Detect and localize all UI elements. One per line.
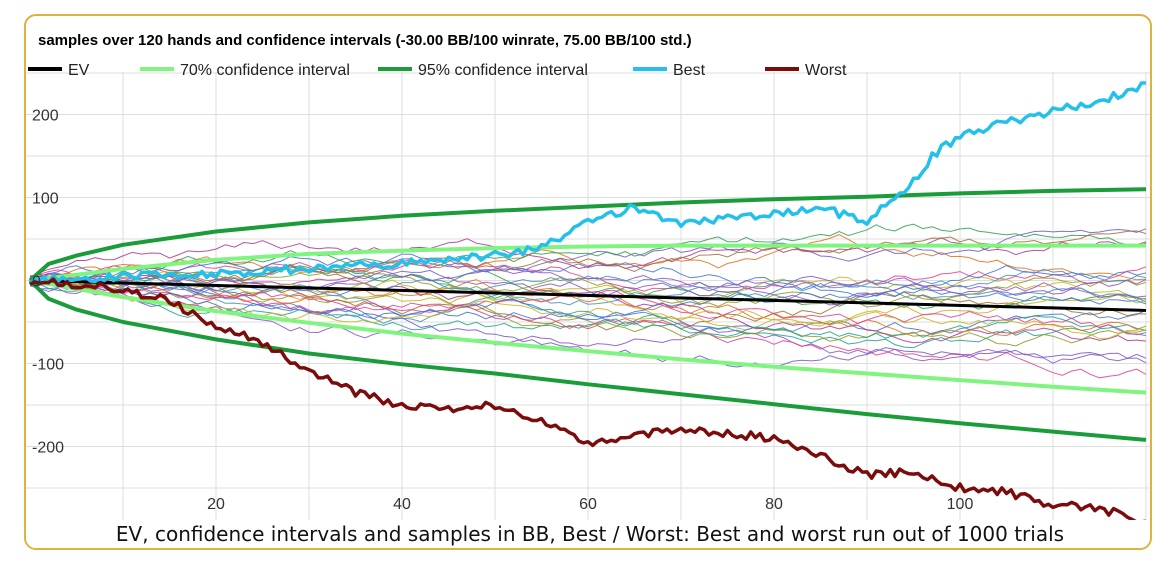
y-tick-label: 0 (32, 274, 41, 291)
sample-path (29, 277, 1147, 340)
x-tick-label: 100 (947, 496, 974, 513)
series-line-ev (29, 279, 1147, 312)
sample-path (29, 265, 1147, 339)
sample-path (29, 223, 1147, 283)
series-line-95-confidence-interval (28, 187, 1147, 282)
series-lines (28, 81, 1147, 524)
sample-path (29, 277, 1147, 324)
sample-path (29, 259, 1147, 292)
series-line-worst (29, 277, 1147, 524)
legend-label: EV (68, 62, 90, 79)
chart-frame: 20 40 60 80 100 200 100 0 -100 -200 samples over … (24, 14, 1152, 550)
sample-path (29, 267, 1147, 331)
grid (26, 72, 1150, 520)
y-tick-label: -200 (32, 440, 64, 457)
chart-svg: 20 40 60 80 100 200 100 0 -100 -200 samples over … (26, 32, 1150, 548)
tick-labels: 20 40 60 80 100 200 100 0 -100 -200 (32, 108, 973, 514)
y-tick-label: 100 (32, 191, 59, 208)
x-tick-label: 60 (579, 496, 597, 513)
legend-label: 95% confidence interval (418, 62, 588, 79)
y-tick-label: 200 (32, 108, 59, 125)
sample-path (29, 230, 1147, 290)
x-tick-label: 80 (765, 496, 783, 513)
x-tick-label: 40 (393, 496, 411, 513)
sample-paths (29, 223, 1147, 379)
series-line-95-confidence-interval (28, 279, 1147, 442)
chart-caption: EV, confidence intervals and samples in … (116, 522, 1064, 546)
sample-path (29, 269, 1147, 379)
sample-path (29, 237, 1147, 278)
caption-background (26, 520, 1150, 548)
series-line-70-confidence-interval (29, 278, 1147, 395)
y-tick-label: -100 (32, 357, 64, 374)
legend-label: Worst (805, 62, 847, 79)
legend: EV 70% confidence interval 95% confidence … (28, 62, 847, 79)
series-line-best (28, 81, 1146, 286)
x-tick-label: 20 (207, 496, 225, 513)
sample-path (29, 278, 1147, 335)
chart-title: samples over 120 hands and confidence in… (38, 32, 692, 49)
sample-path (29, 279, 1147, 337)
legend-label: 70% confidence interval (180, 62, 350, 79)
sample-path (29, 270, 1147, 306)
legend-label: Best (673, 62, 706, 79)
